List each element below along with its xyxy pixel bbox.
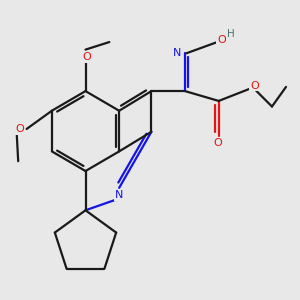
Text: N: N	[172, 48, 181, 58]
Text: H: H	[227, 29, 235, 39]
Text: N: N	[115, 190, 123, 200]
Text: O: O	[250, 80, 259, 91]
Text: O: O	[15, 124, 24, 134]
Text: O: O	[213, 138, 222, 148]
Text: O: O	[217, 35, 226, 45]
Text: O: O	[82, 52, 91, 62]
